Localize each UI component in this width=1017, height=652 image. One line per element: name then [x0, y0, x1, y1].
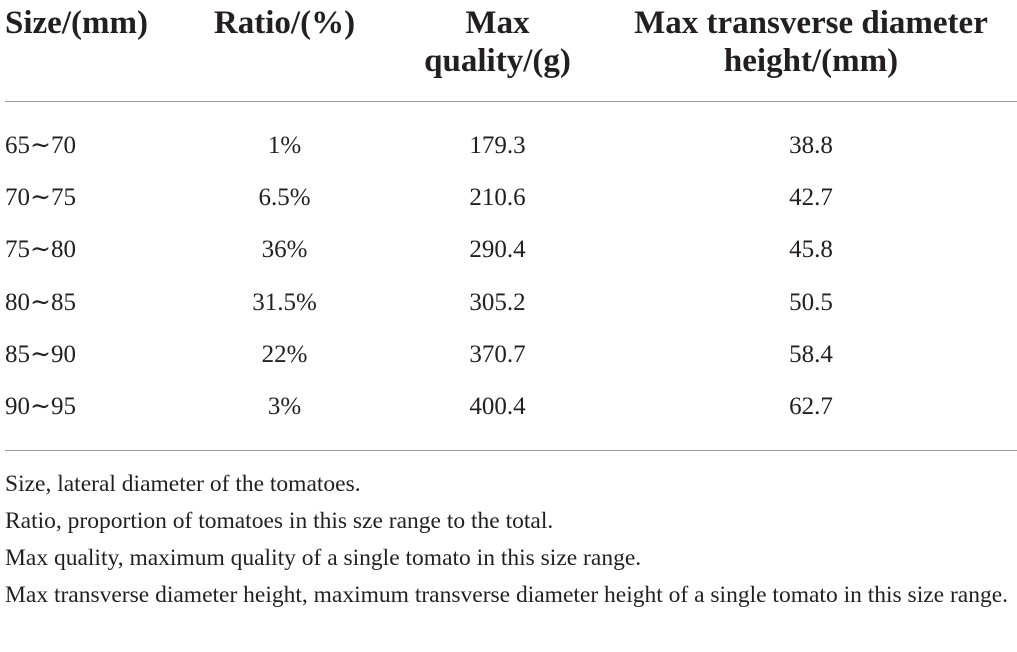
table-bottom-divider [5, 450, 1017, 451]
footnote-ratio: Ratio, proportion of tomatoes in this sz… [5, 508, 554, 534]
cell-max-height: 45.8 [789, 236, 833, 264]
cell-max-quality: 290.4 [469, 236, 526, 264]
table-row: 90∼95 3% 400.4 62.7 [0, 381, 1017, 433]
cell-max-height: 58.4 [789, 340, 833, 368]
header-size: Size/(mm) [5, 5, 148, 41]
cell-max-height: 42.7 [789, 184, 833, 212]
header-max-quality-line1: Max [465, 5, 530, 41]
data-table: Size/(mm) Ratio/(%) Max quality/(g) Max … [0, 0, 1017, 608]
cell-size: 65∼70 [5, 132, 76, 159]
cell-size: 85∼90 [5, 340, 76, 368]
table-body: 65∼70 1% 179.3 38.8 70∼75 6.5% 210.6 42.… [0, 120, 1017, 433]
table-row: 85∼90 22% 370.7 58.4 [0, 329, 1017, 381]
footnote-size: Size, lateral diameter of the tomatoes. [5, 471, 361, 497]
cell-max-height: 62.7 [789, 392, 833, 420]
footnote-max-quality: Max quality, maximum quality of a single… [5, 545, 642, 571]
table-row: 75∼80 36% 290.4 45.8 [0, 224, 1017, 276]
cell-ratio: 1% [267, 132, 302, 159]
header-max-quality: Max quality/(g) [400, 4, 595, 80]
table-row: 80∼85 31.5% 305.2 50.5 [0, 277, 1017, 329]
cell-size: 70∼75 [5, 184, 76, 212]
table-header: Size/(mm) Ratio/(%) Max quality/(g) Max … [0, 0, 1017, 101]
cell-max-quality: 305.2 [469, 288, 526, 316]
header-divider [5, 101, 1017, 102]
cell-max-quality: 179.3 [469, 132, 526, 159]
cell-ratio: 3% [267, 392, 302, 420]
cell-size: 90∼95 [5, 392, 76, 420]
cell-ratio: 6.5% [258, 184, 311, 212]
table-row: 65∼70 1% 179.3 38.8 [0, 120, 1017, 172]
header-max-height: Max transverse diameter height/(mm) [605, 4, 1017, 80]
table-row: 70∼75 6.5% 210.6 42.7 [0, 172, 1017, 224]
header-max-quality-line2: quality/(g) [424, 43, 571, 79]
cell-max-height: 50.5 [789, 288, 833, 316]
cell-ratio: 31.5% [252, 288, 317, 316]
cell-max-quality: 370.7 [469, 340, 526, 368]
cell-max-height: 38.8 [789, 132, 833, 159]
cell-size: 75∼80 [5, 236, 76, 264]
header-max-height-line1: Max transverse diameter [634, 5, 988, 41]
table-footnotes: Size, lateral diameter of the tomatoes. … [5, 466, 1013, 614]
cell-size: 80∼85 [5, 288, 76, 316]
cell-ratio: 36% [261, 236, 308, 264]
cell-max-quality: 400.4 [469, 392, 526, 420]
footnote-max-height: Max transverse diameter height, maximum … [5, 582, 1009, 608]
header-ratio: Ratio/(%) [213, 5, 356, 41]
cell-ratio: 22% [261, 340, 308, 368]
header-max-height-line2: height/(mm) [723, 43, 899, 79]
cell-max-quality: 210.6 [469, 184, 526, 212]
